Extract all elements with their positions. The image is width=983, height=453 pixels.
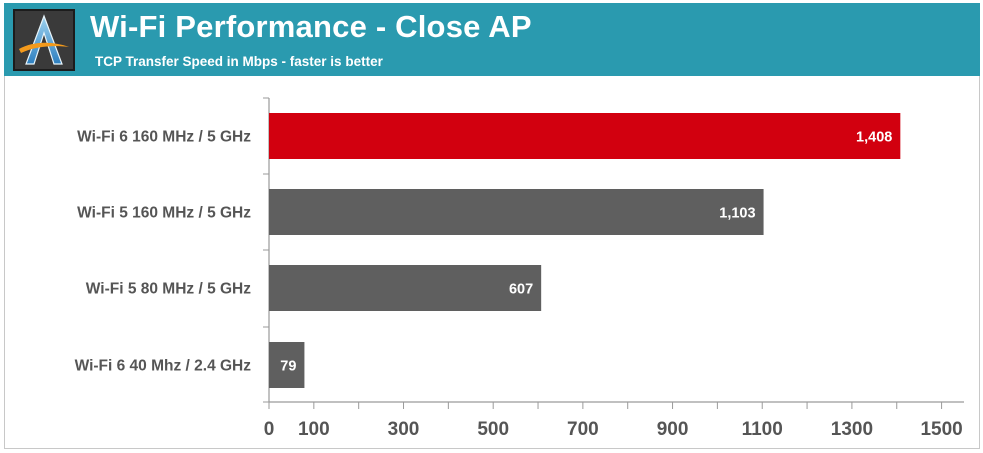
bar — [269, 265, 542, 311]
logo-graphic — [15, 11, 73, 69]
x-tick-label: 100 — [298, 419, 330, 440]
x-tick-label: 900 — [657, 419, 689, 440]
x-tick-label: 0 — [264, 419, 275, 440]
chart-title: Wi-Fi Performance - Close AP — [90, 9, 532, 44]
category-label: Wi-Fi 6 40 Mhz / 2.4 GHz — [75, 358, 252, 375]
data-label: 607 — [509, 282, 533, 298]
category-label: Wi-Fi 6 160 MHz / 5 GHz — [77, 129, 251, 146]
category-label: Wi-Fi 5 160 MHz / 5 GHz — [77, 205, 251, 222]
x-tick-label: 500 — [477, 419, 509, 440]
anandtech-logo-icon — [13, 9, 75, 71]
bar — [269, 189, 764, 235]
x-tick-label: 1500 — [920, 419, 962, 440]
category-label: Wi-Fi 5 80 MHz / 5 GHz — [86, 281, 251, 298]
bar — [269, 113, 901, 159]
x-tick-label: 1300 — [831, 419, 873, 440]
chart-header: Wi-Fi Performance - Close AP TCP Transfe… — [4, 3, 980, 76]
bar — [269, 342, 305, 388]
chart-subtitle: TCP Transfer Speed in Mbps - faster is b… — [95, 54, 383, 69]
data-label: 1,408 — [856, 130, 892, 146]
data-label: 1,103 — [719, 206, 755, 222]
data-label: 79 — [280, 359, 296, 375]
x-tick-label: 300 — [388, 419, 420, 440]
x-tick-label: 1100 — [742, 419, 783, 440]
x-tick-label: 700 — [567, 419, 599, 440]
